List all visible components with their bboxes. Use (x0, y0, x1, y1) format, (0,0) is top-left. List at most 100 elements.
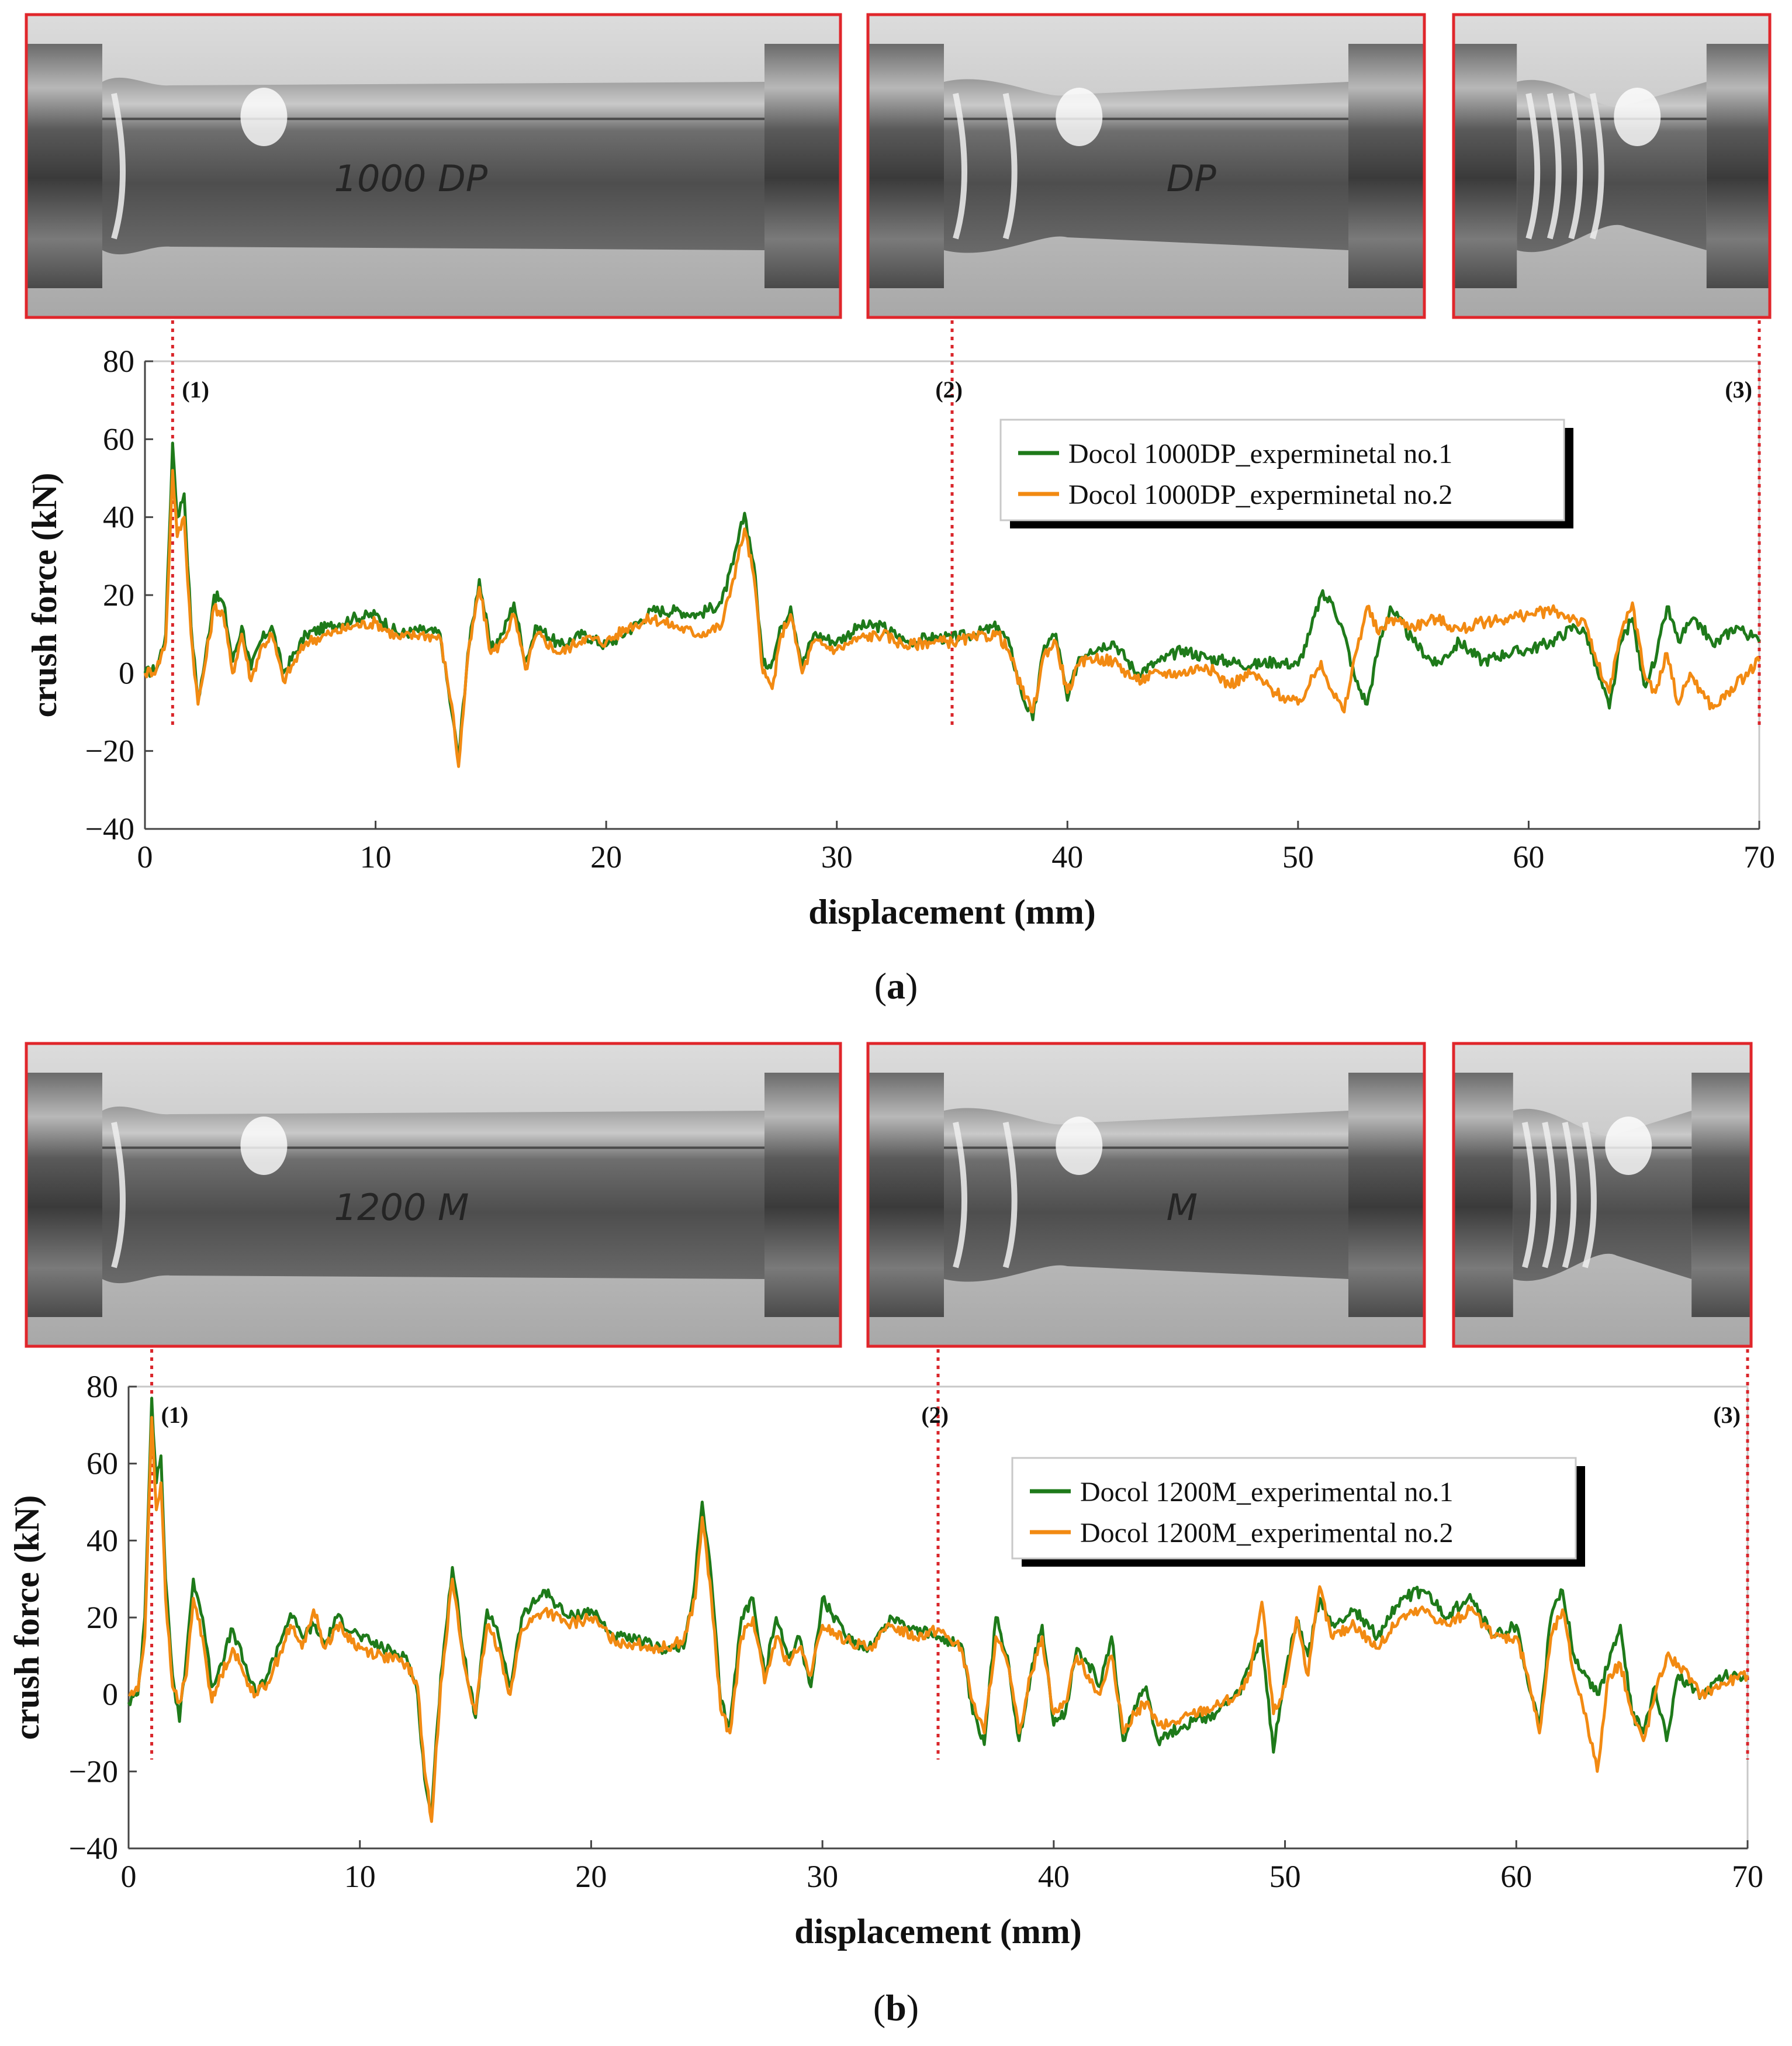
y-tick-label: −20 (85, 734, 134, 769)
left-clamp (868, 44, 944, 288)
series-line-1 (143, 441, 1761, 761)
right-clamp (764, 1073, 840, 1317)
y-tick-label: 60 (87, 1446, 118, 1481)
stage-marker-1: (1) (182, 376, 209, 403)
fold-highlight (1589, 92, 1604, 240)
left-clamp (868, 1073, 944, 1317)
photo-frame (25, 13, 842, 319)
y-axis-label-a: crush force (kN) (25, 473, 64, 718)
specimen-label: 1000 DP (334, 157, 488, 200)
x-tick-label: 10 (344, 1859, 376, 1894)
x-tick-label: 60 (1500, 1859, 1532, 1894)
caption-a: (a) (874, 965, 918, 1007)
legend-b: Docol 1200M_experimental no.1 Docol 1200… (1011, 1457, 1585, 1567)
series-line-2 (128, 1416, 1749, 1823)
y-tick-label: 20 (103, 578, 134, 613)
legend-box-a (999, 419, 1565, 521)
specimen-photo-1-1: 1000 DP (25, 13, 842, 319)
fold-highlight (1562, 1121, 1577, 1269)
right-clamp (1348, 44, 1424, 288)
x-tick-label: 50 (1282, 839, 1314, 875)
specimen-photo-2-1: 1200 M (25, 1042, 842, 1348)
panel-b: 1200 M M 0 10 20 30 40 50 60 70 −40 −20 0 20 40 60 80 (… (8, 1042, 1763, 2028)
y-tick-label: 20 (87, 1600, 118, 1635)
stage-marker-3: (3) (1725, 376, 1752, 403)
y-axis-label-b: crush force (kN) (8, 1495, 46, 1740)
panel-a: 1000 DP DP 0 10 20 30 40 50 60 70 −40 −20 0 20 40 60 80… (25, 13, 1775, 1007)
stage-marker-3: (3) (1713, 1402, 1741, 1428)
specimen-label: DP (1167, 157, 1217, 200)
left-clamp (26, 1073, 102, 1317)
x-tick-label: 50 (1269, 1859, 1301, 1894)
right-clamp (1706, 44, 1770, 288)
photo-frame (1452, 1042, 1753, 1348)
legend-label-a-2: Docol 1000DP_experminetal no.2 (1068, 479, 1452, 510)
photo-frame (866, 1042, 1426, 1348)
fold-highlight (1547, 92, 1562, 240)
crush-tube (944, 1108, 1348, 1282)
fold-highlight (1568, 92, 1583, 240)
x-tick-label: 60 (1513, 839, 1544, 875)
fold-highlight (1525, 92, 1541, 240)
series-line-2 (143, 469, 1761, 768)
stage-marker-2: (2) (921, 1402, 949, 1428)
left-clamp (26, 44, 102, 288)
x-tick-label: 30 (807, 1859, 838, 1894)
series-group-b (127, 1397, 1749, 1823)
legend-box-b (1011, 1457, 1577, 1560)
x-tick-label: 70 (1732, 1859, 1763, 1894)
specimen-photo-2-2: M (866, 1042, 1426, 1348)
y-tick-label: −40 (69, 1831, 118, 1866)
x-tick-label: 0 (137, 839, 153, 875)
crush-tube (944, 79, 1348, 253)
y-tick-label: 0 (119, 655, 134, 690)
fold-highlight (953, 1121, 967, 1269)
photo-frame (1452, 13, 1772, 319)
fold-highlight (1002, 92, 1018, 240)
fold-highlight (111, 92, 126, 240)
photo-strip-a: 1000 DP DP (25, 13, 1772, 319)
x-tick-label: 0 (121, 1859, 137, 1894)
y-tick-label: 80 (87, 1369, 118, 1404)
y-tick-label: 40 (87, 1523, 118, 1558)
right-clamp (764, 44, 840, 288)
legend-label-b-2: Docol 1200M_experimental no.2 (1080, 1518, 1454, 1549)
x-tick-label: 20 (590, 839, 622, 875)
fold-highlight (1002, 1121, 1018, 1269)
x-tick-label: 70 (1743, 839, 1775, 875)
specimen-photo-1-2: DP (866, 13, 1426, 319)
y-tick-label: −20 (69, 1754, 118, 1789)
chart-a: 0 10 20 30 40 50 60 70 −40 −20 0 20 40 60 80 (1) (2) (3)… (25, 320, 1775, 931)
left-clamp (1454, 44, 1517, 288)
legend-label-b-1: Docol 1200M_experimental no.1 (1080, 1477, 1454, 1508)
x-axis-label-a: displacement (mm) (808, 893, 1096, 931)
stage-guides-a: (1) (2) (3) (171, 320, 1761, 728)
photo-strip-b: 1200 M M (25, 1042, 1753, 1348)
ticks-b: 0 10 20 30 40 50 60 70 −40 −20 0 20 40 60 80 (69, 1369, 1763, 1894)
specimen-label: M (1167, 1186, 1198, 1229)
caption-b-letter: b (885, 1987, 907, 2028)
y-tick-label: −40 (85, 811, 134, 846)
x-tick-label: 10 (360, 839, 392, 875)
y-tick-label: 60 (103, 421, 134, 457)
legend-a: Docol 1000DP_experminetal no.1 Docol 100… (999, 419, 1573, 528)
x-axis-label-b: displacement (mm) (794, 1912, 1082, 1951)
caption-b: (b) (873, 1987, 919, 2028)
fold-highlight (953, 92, 967, 240)
fold-highlight (1542, 1121, 1557, 1269)
fold-highlight (1521, 1121, 1537, 1269)
fold-highlight (111, 1121, 126, 1269)
series-group-a (143, 441, 1761, 768)
y-tick-label: 0 (102, 1677, 118, 1712)
y-tick-label: 40 (103, 500, 134, 535)
right-clamp (1691, 1073, 1751, 1317)
caption-a-letter: a (887, 965, 905, 1007)
stage-marker-2: (2) (935, 376, 963, 403)
legend-label-a-1: Docol 1000DP_experminetal no.1 (1068, 438, 1452, 469)
fold-highlight (1582, 1121, 1597, 1269)
x-tick-label: 40 (1051, 839, 1083, 875)
left-clamp (1454, 1073, 1513, 1317)
stage-marker-1: (1) (161, 1402, 189, 1428)
ticks-a: 0 10 20 30 40 50 60 70 −40 −20 0 20 40 60 80 (85, 344, 1775, 875)
